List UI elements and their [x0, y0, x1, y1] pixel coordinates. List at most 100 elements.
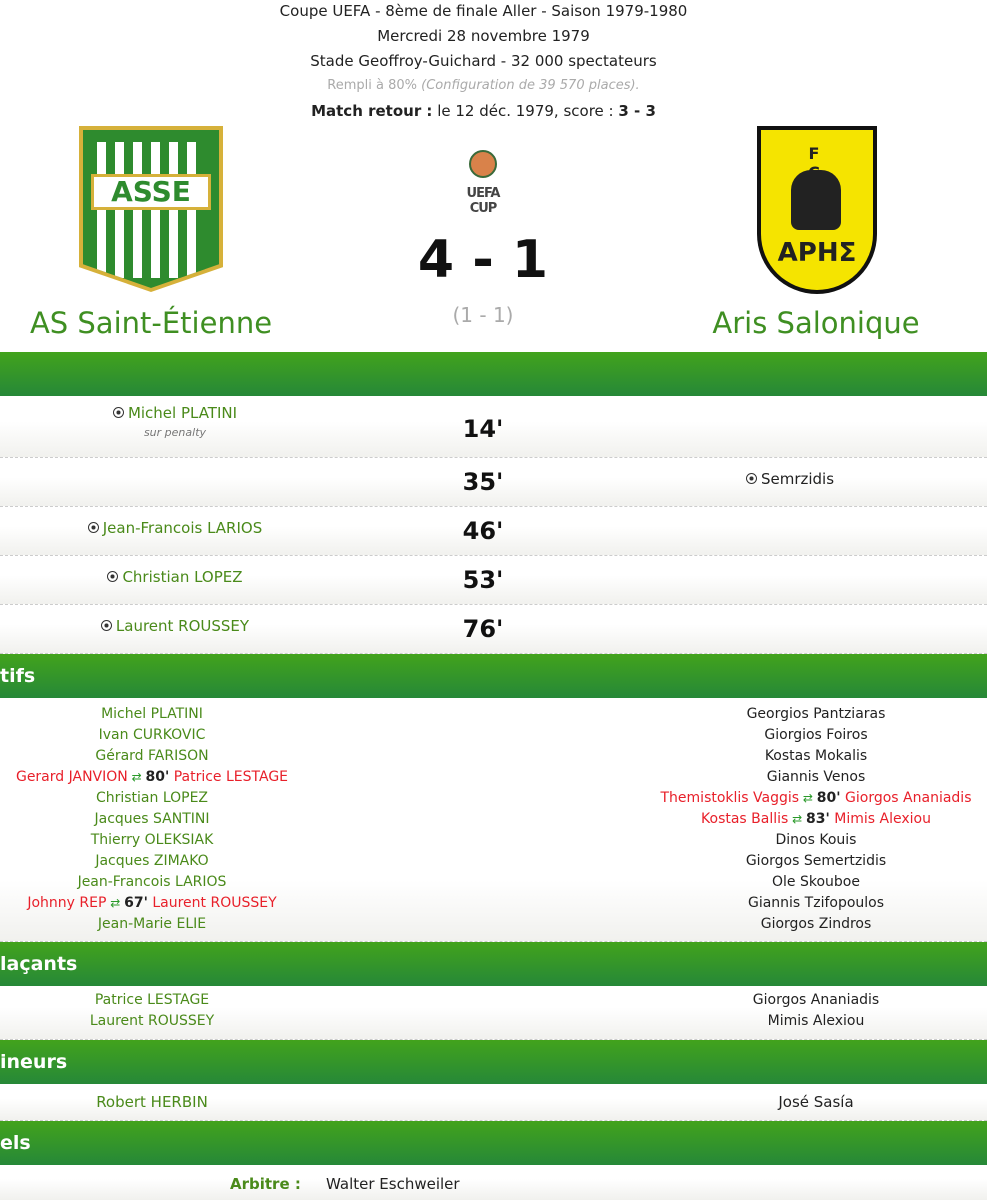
goal-minute: 46' — [462, 516, 504, 545]
goal-row: Christian LOPEZ 53' — [0, 556, 987, 605]
player[interactable]: Johnny REP ⇄ 67' Laurent ROUSSEY — [0, 893, 362, 914]
player[interactable]: Themistoklis Vaggis ⇄ 80' Giorgos Anania… — [606, 788, 987, 809]
player-name: Ivan CURKOVIC — [98, 727, 206, 743]
return-label: Match retour : — [311, 102, 433, 120]
player[interactable]: Kostas Ballis ⇄ 83' Mimis Alexiou — [606, 809, 987, 830]
home-scorer[interactable]: Michel PLATINI sur penalty — [0, 404, 350, 439]
home-subs: Patrice LESTAGE Laurent ROUSSEY — [0, 990, 362, 1032]
goal-minute: 14' — [462, 415, 504, 443]
home-scorer[interactable]: Laurent ROUSSEY — [0, 617, 350, 635]
player[interactable]: Ole Skouboe — [606, 872, 987, 893]
player-out[interactable]: Johnny REP — [27, 895, 107, 911]
scorer-name: Jean-Francois LARIOS — [102, 518, 263, 537]
ball-icon — [107, 570, 119, 582]
player-name: Giorgos Semertzidis — [745, 853, 887, 869]
player[interactable]: Dinos Kouis — [606, 830, 987, 851]
referee-label: Arbitre : — [230, 1175, 301, 1193]
player[interactable]: Christian LOPEZ — [0, 788, 362, 809]
player-name: Christian LOPEZ — [95, 790, 209, 806]
player[interactable]: Kostas Mokalis — [606, 746, 987, 767]
player[interactable]: Giannis Tzifopoulos — [606, 893, 987, 914]
uefa-cup-logo: UEFA CUP — [455, 150, 511, 216]
player[interactable]: Giannis Venos — [606, 767, 987, 788]
away-scorer[interactable]: Semrzidis — [615, 470, 965, 488]
ball-icon — [745, 472, 757, 484]
stadium-fill: Rempli à 80% (Configuration de 39 570 pl… — [0, 78, 967, 93]
substitution-icon: ⇄ — [802, 791, 813, 805]
player[interactable]: Ivan CURKOVIC — [0, 725, 362, 746]
player[interactable]: Jean-Francois LARIOS — [0, 872, 362, 893]
player[interactable]: Jacques SANTINI — [0, 809, 362, 830]
player[interactable]: Michel PLATINI — [0, 704, 362, 725]
player-name: Giorgios Foiros — [764, 727, 868, 743]
fill-rate: Rempli à 80% — [327, 78, 418, 93]
player[interactable]: Thierry OLEKSIAK — [0, 830, 362, 851]
player-name: Jean-Marie ELIE — [97, 916, 207, 932]
ball-icon — [112, 407, 124, 418]
player-name: Jacques SANTINI — [94, 811, 210, 827]
player[interactable]: Giorgios Foiros — [606, 725, 987, 746]
return-score: 3 - 3 — [618, 102, 656, 120]
goal-minute: 35' — [462, 467, 504, 496]
player-name: Georgios Pantziaras — [746, 706, 886, 722]
player-in[interactable]: Laurent ROUSSEY — [152, 895, 277, 911]
goal-note: sur penalty — [143, 426, 207, 439]
player-in[interactable]: Mimis Alexiou — [834, 811, 931, 827]
substitution-icon: ⇄ — [110, 896, 121, 910]
home-logo[interactable]: ASSE — [79, 126, 223, 292]
sub-player[interactable]: Laurent ROUSSEY — [89, 1013, 215, 1029]
goal-row: Michel PLATINI sur penalty 14' — [0, 398, 987, 458]
sub-minute: 67' — [124, 895, 148, 911]
player-in[interactable]: Giorgos Ananiadis — [845, 790, 972, 806]
away-coach[interactable]: José Sasía — [778, 1093, 854, 1111]
officials-section: Arbitre : Walter Eschweiler — [0, 1165, 987, 1200]
officials-header: els — [0, 1121, 987, 1165]
return-text: le 12 déc. 1979, score : — [432, 102, 619, 120]
match-date: Mercredi 28 novembre 1979 — [377, 27, 590, 45]
referee-name: Walter Eschweiler — [326, 1175, 460, 1193]
player-name: Dinos Kouis — [775, 832, 857, 848]
fill-detail: (Configuration de 39 570 places). — [421, 78, 640, 93]
uefa-cup-text: UEFA CUP — [466, 186, 501, 216]
substitution-icon: ⇄ — [131, 770, 142, 784]
goal-row: 35' Semrzidis — [0, 458, 987, 507]
away-subs: Giorgos Ananiadis Mimis Alexiou — [606, 990, 987, 1032]
subs-section: Patrice LESTAGE Laurent ROUSSEY Giorgos A… — [0, 986, 987, 1040]
player-out[interactable]: Themistoklis Vaggis — [660, 790, 800, 806]
sub-minute: 83' — [806, 811, 830, 827]
ball-icon — [100, 619, 112, 631]
sub-player[interactable]: Patrice LESTAGE — [94, 992, 210, 1008]
home-scorer[interactable]: Jean-Francois LARIOS — [0, 519, 350, 537]
player[interactable]: Jean-Marie ELIE — [0, 914, 362, 935]
player-name: Giannis Tzifopoulos — [747, 895, 885, 911]
sub-player[interactable]: Giorgos Ananiadis — [752, 992, 880, 1008]
player-out[interactable]: Gerard JANVION — [15, 769, 128, 785]
stadium: Stade Geoffroy-Guichard - 32 000 spectat… — [310, 52, 657, 70]
starters-header: tifs — [0, 654, 987, 698]
player[interactable]: Giorgos Zindros — [606, 914, 987, 935]
player[interactable]: Jacques ZIMAKO — [0, 851, 362, 872]
player-out[interactable]: Kostas Ballis — [701, 811, 789, 827]
ball-icon — [87, 521, 99, 533]
goal-minute: 76' — [462, 614, 504, 643]
halftime-score: (1 - 1) — [452, 303, 514, 327]
scorer-name: Laurent ROUSSEY — [115, 616, 250, 635]
away-logo[interactable]: F C ΑΡΗΣ — [757, 126, 877, 294]
home-scorer[interactable]: Christian LOPEZ — [0, 568, 350, 586]
sub-player[interactable]: Mimis Alexiou — [767, 1013, 865, 1029]
player[interactable]: Gerard JANVION ⇄ 80' Patrice LESTAGE — [0, 767, 362, 788]
player-name: Kostas Mokalis — [764, 748, 868, 764]
away-team-name[interactable]: Aris Salonique — [712, 306, 920, 340]
home-team-name[interactable]: AS Saint-Étienne — [29, 306, 273, 340]
player-name: Giorgos Zindros — [760, 916, 872, 932]
coaches-section: Robert HERBIN José Sasía — [0, 1084, 987, 1121]
player[interactable]: Georgios Pantziaras — [606, 704, 987, 725]
player-name: Jacques ZIMAKO — [95, 853, 209, 869]
scorer-name: Christian LOPEZ — [122, 567, 243, 586]
player[interactable]: Gérard FARISON — [0, 746, 362, 767]
player-name: Michel PLATINI — [101, 706, 203, 722]
player[interactable]: Giorgos Semertzidis — [606, 851, 987, 872]
player-in[interactable]: Patrice LESTAGE — [173, 769, 289, 785]
home-coach[interactable]: Robert HERBIN — [96, 1093, 208, 1111]
goal-minute: 53' — [462, 565, 504, 594]
